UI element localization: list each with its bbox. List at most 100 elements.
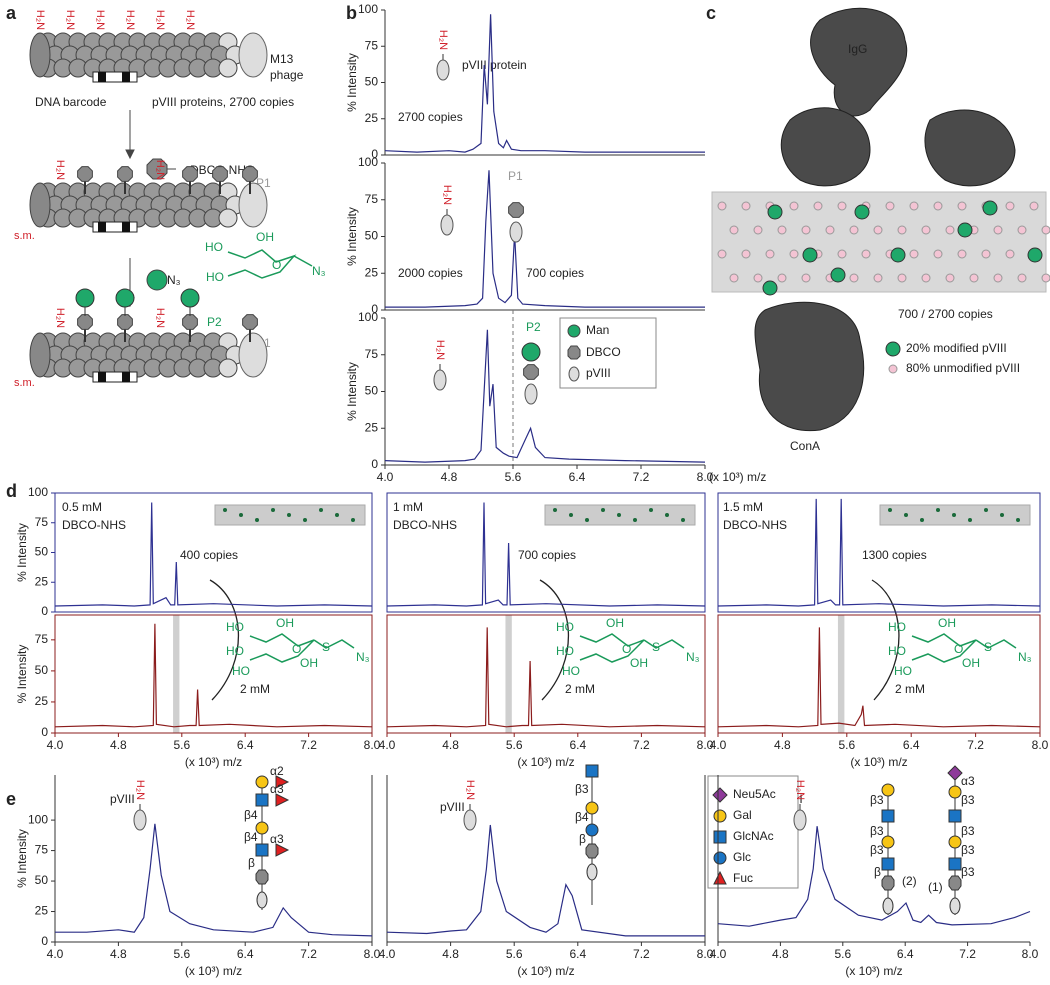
highlight-band: [837, 615, 845, 733]
amine-label: H₂N: [64, 10, 76, 30]
pviii-icon: [793, 809, 807, 831]
mannose-icon: [115, 288, 135, 308]
dbco-icon: [77, 166, 93, 182]
unmodified-pviii: [933, 249, 943, 259]
annotation: DBCO-NHS: [393, 518, 457, 532]
amine-label: H₂N: [124, 10, 136, 30]
pviii-icon: [133, 809, 147, 831]
modified-pviii: [904, 513, 908, 517]
y-tick-label: 75: [35, 632, 49, 646]
unmodified-pviii: [741, 201, 751, 211]
x-tick-label: 7.2: [959, 947, 976, 961]
unmodified-pviii: [837, 249, 847, 259]
pviii-icon: [433, 369, 447, 391]
bond: [975, 639, 1017, 649]
unmodified-pviii: [777, 273, 787, 283]
linkage: β3: [870, 793, 884, 807]
x-tick-label: 6.4: [569, 947, 586, 961]
dbco-icon: [77, 314, 93, 330]
linkage: β: [874, 865, 881, 879]
linkage: α3: [961, 774, 975, 788]
unmodified-pviii: [729, 273, 739, 283]
legend-label: pVIII: [586, 366, 611, 380]
dna-barcode: [122, 222, 130, 232]
sugar-label: HO: [562, 664, 580, 678]
x-tick-label: 6.4: [903, 738, 920, 752]
linkage: β3: [961, 824, 975, 838]
phage-cap: [238, 32, 268, 78]
annotation: 2 mM: [565, 682, 595, 696]
x-tick-label: 6.4: [237, 738, 254, 752]
unmodified-pviii: [801, 225, 811, 235]
dna-barcode: [98, 372, 106, 382]
x-tick-label: 4.0: [379, 738, 396, 752]
protein-label: IgG: [848, 42, 867, 56]
legend-swatch: [713, 830, 727, 844]
panel-label: d: [6, 481, 17, 501]
dna-barcode: [92, 371, 138, 383]
unmodified-pviii: [1017, 273, 1027, 283]
modified-pviii: [984, 508, 988, 512]
x-axis-label: (x 10³) m/z: [185, 964, 242, 978]
y-tick-label: 75: [35, 515, 49, 529]
bond: [293, 255, 313, 267]
modified-pviii: [936, 508, 940, 512]
phage-cap: [29, 182, 51, 228]
unmodified-pviii: [717, 249, 727, 259]
unmodified-pviii: [909, 249, 919, 259]
spectrum-line: [717, 498, 1041, 607]
amine-label: H₂N: [154, 308, 166, 328]
sugar-label: OH: [630, 656, 648, 670]
modified-pviii: [351, 518, 355, 522]
pviii-icon: [436, 59, 450, 81]
x-tick-label: 8.0: [1022, 947, 1039, 961]
annotation: 1300 copies: [862, 548, 927, 562]
unmodified-pviii: [777, 225, 787, 235]
spectrum-line: [717, 627, 1041, 728]
curved-arrow: [209, 579, 900, 701]
linkage: β3: [961, 865, 975, 879]
modified-pviii: [335, 513, 339, 517]
legend: Neu5Ac Gal GlcNAc Glc Fuc: [707, 775, 799, 889]
sugar-label: OH: [606, 616, 624, 630]
modified-pviii: [968, 518, 972, 522]
x-tick-label: 5.6: [834, 947, 851, 961]
mannose-icon: [521, 342, 541, 362]
legend-swatch: [713, 851, 727, 865]
sugar-label: O: [272, 258, 281, 272]
sugar-label: HO: [205, 240, 223, 254]
unmodified-pviii: [981, 249, 991, 259]
highlight-band: [173, 615, 180, 733]
protein-label: ConA: [790, 439, 820, 453]
x-tick-label: 6.4: [569, 738, 586, 752]
unmodified-pviii: [861, 249, 871, 259]
spectrum-line: [386, 502, 706, 607]
y-tick-label: 0: [371, 147, 378, 161]
unmodified-pviii: [921, 225, 931, 235]
modified-pviii: [649, 508, 653, 512]
modified-pviii: [271, 508, 275, 512]
y-axis-label: % Intensity: [345, 53, 359, 112]
legend-label: GlcNAc: [733, 829, 774, 843]
x-tick-label: 7.2: [300, 947, 317, 961]
y-tick-label: 25: [365, 111, 379, 125]
y-tick-label: 75: [365, 38, 379, 52]
x-tick-label: 4.8: [442, 738, 459, 752]
dbco-icon: [242, 314, 258, 330]
x-axis-label: (x 10³) m/z: [517, 755, 574, 769]
y-tick-label: 50: [35, 663, 49, 677]
y-tick-label: 25: [35, 904, 49, 918]
bond: [227, 249, 297, 279]
x-tick-label: 7.2: [967, 738, 984, 752]
sugar-label: OH: [300, 656, 318, 670]
x-tick-label: 4.0: [47, 947, 64, 961]
modified-pviii: [303, 518, 307, 522]
dbco-icon: [146, 158, 168, 180]
unmodified-pviii: [849, 225, 859, 235]
y-tick-label: 50: [35, 873, 49, 887]
linkage: α2: [270, 764, 284, 778]
y-tick-label: 25: [35, 694, 49, 708]
sugar-label: OH: [938, 616, 956, 630]
p2-label: P2: [207, 315, 222, 329]
annotation: 2700 copies: [398, 110, 463, 124]
